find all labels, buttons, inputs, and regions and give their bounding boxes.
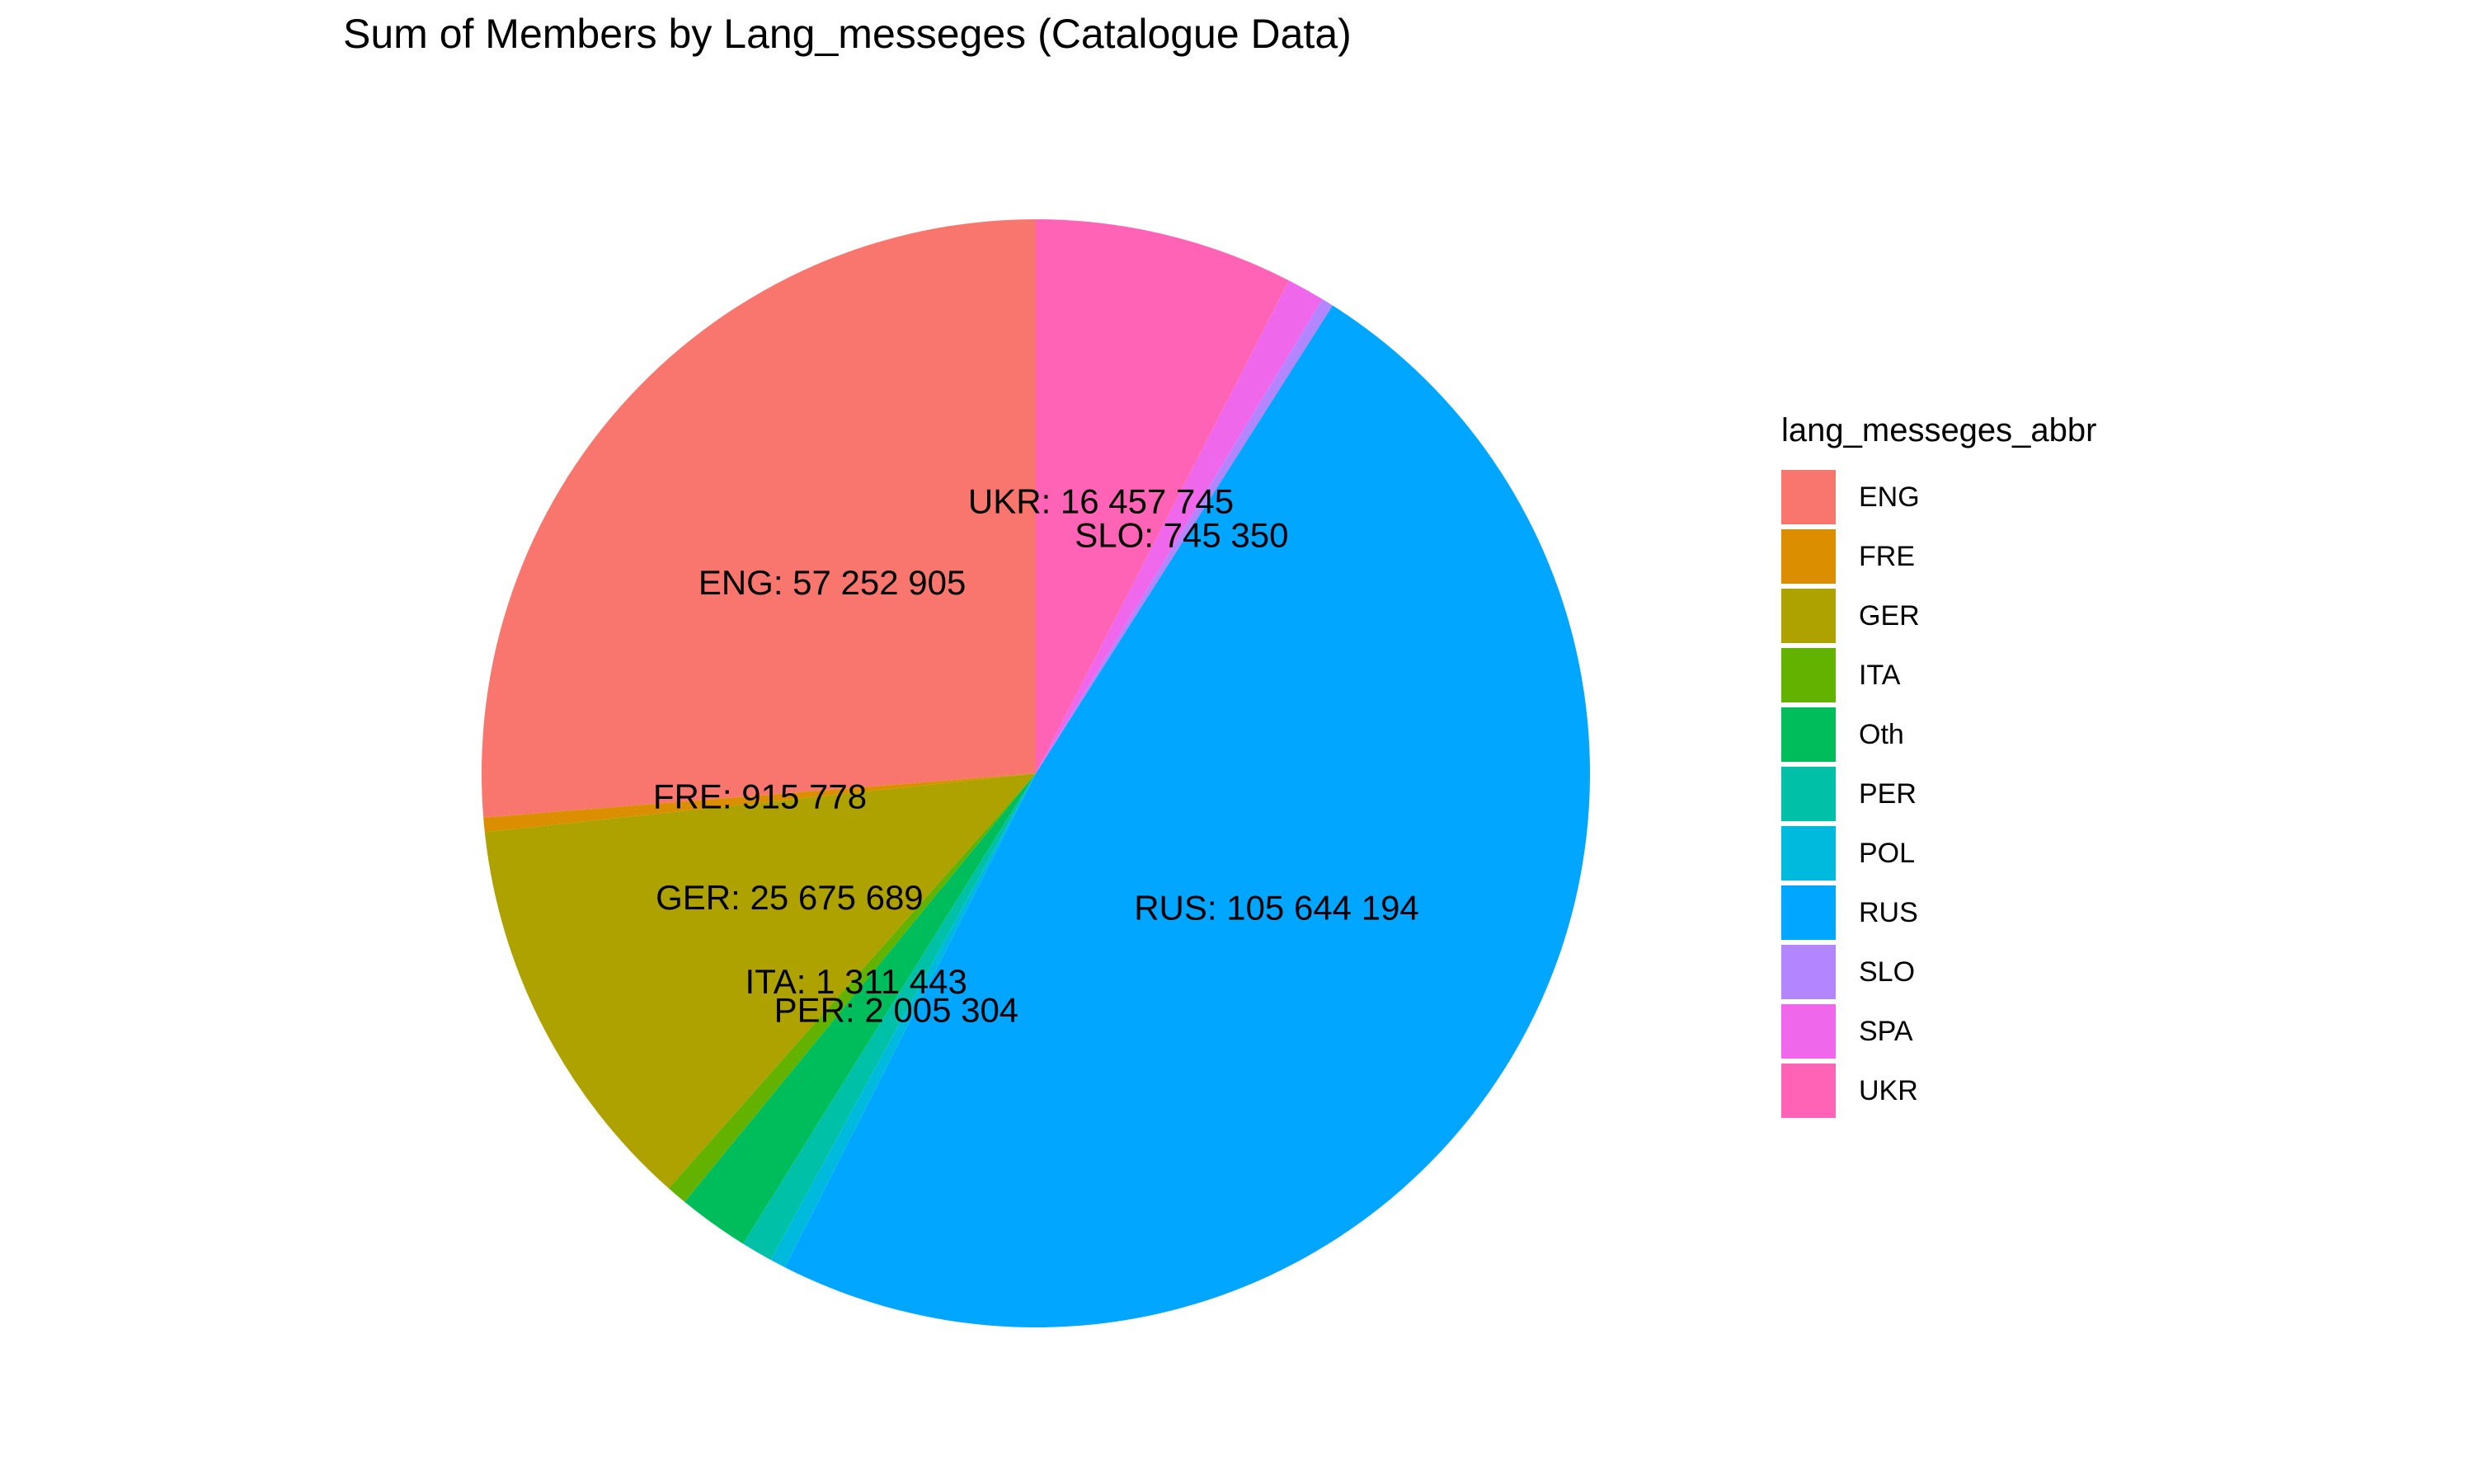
legend-label: GER <box>1859 599 1920 632</box>
pie-slice-pol <box>770 773 1036 1268</box>
legend-item-ita: ITA <box>1781 646 2096 705</box>
pie-labels: ENG: 57 252 905 FRE: 915 778 GER: 25 675 6… <box>653 481 1419 1029</box>
legend-item-rus: RUS <box>1781 883 2096 942</box>
slice-label-ger: GER: 25 675 689 <box>656 878 924 917</box>
legend-label: PER <box>1859 777 1917 810</box>
legend-item-per: PER <box>1781 764 2096 824</box>
pie-slice-eng <box>481 219 1036 818</box>
legend-item-fre: FRE <box>1781 527 2096 586</box>
legend-item-ukr: UKR <box>1781 1061 2096 1120</box>
legend-items: ENG FRE GER ITA Oth PER POL RUS SLO SPA UKR <box>1781 467 2096 1120</box>
legend-item-slo: SLO <box>1781 942 2096 1002</box>
legend-label: ENG <box>1859 481 1920 513</box>
pie-slice-spa <box>1036 280 1323 773</box>
pie-slices <box>481 219 1591 1328</box>
pie-slice-slo <box>1036 298 1333 773</box>
legend-item-eng: ENG <box>1781 467 2096 527</box>
legend-swatch <box>1781 1064 1836 1118</box>
pie-slice-oth <box>684 773 1036 1244</box>
legend-label: ITA <box>1859 659 1901 691</box>
legend-swatch <box>1781 648 1836 702</box>
pie-slice-per <box>743 773 1036 1261</box>
slice-label-rus: RUS: 105 644 194 <box>1134 888 1419 927</box>
legend-label: POL <box>1859 837 1916 869</box>
legend-item-oth: Oth <box>1781 705 2096 764</box>
legend-label: RUS <box>1859 896 1918 928</box>
pie-slice-ita <box>668 773 1036 1202</box>
legend-swatch <box>1781 470 1836 524</box>
legend-swatch <box>1781 707 1836 762</box>
slice-label-eng: ENG: 57 252 905 <box>698 563 967 602</box>
slice-label-fre: FRE: 915 778 <box>653 777 867 815</box>
legend-swatch <box>1781 885 1836 940</box>
legend-swatch <box>1781 1004 1836 1059</box>
legend-item-ger: GER <box>1781 586 2096 646</box>
legend: lang_messeges_abbr ENG FRE GER ITA Oth PER POL… <box>1781 412 2096 1120</box>
legend-label: SPA <box>1859 1015 1913 1047</box>
legend-title: lang_messeges_abbr <box>1781 412 2097 448</box>
slice-label-ita: ITA: 1 311 443 <box>745 962 967 1001</box>
pie-slice-fre <box>483 773 1036 833</box>
pie-slice-ukr <box>1036 219 1290 773</box>
slice-label-ukr: UKR: 16 457 745 <box>968 481 1234 520</box>
legend-label: Oth <box>1859 718 1904 750</box>
legend-label: FRE <box>1859 540 1915 572</box>
slice-label-per: PER: 2 005 304 <box>774 990 1019 1029</box>
legend-swatch <box>1781 767 1836 821</box>
pie-slice-ger <box>484 773 1036 1189</box>
legend-item-spa: SPA <box>1781 1002 2096 1061</box>
legend-swatch <box>1781 589 1836 643</box>
legend-swatch <box>1781 945 1836 999</box>
chart-title: Sum of Members by Lang_messeges (Catalog… <box>343 11 1352 57</box>
legend-swatch <box>1781 529 1836 584</box>
pie-slice-rus <box>784 305 1591 1328</box>
legend-label: SLO <box>1859 956 1916 988</box>
legend-label: UKR <box>1859 1074 1918 1106</box>
legend-item-pol: POL <box>1781 824 2096 883</box>
slice-label-slo: SLO: 745 350 <box>1075 515 1288 554</box>
legend-swatch <box>1781 826 1836 881</box>
